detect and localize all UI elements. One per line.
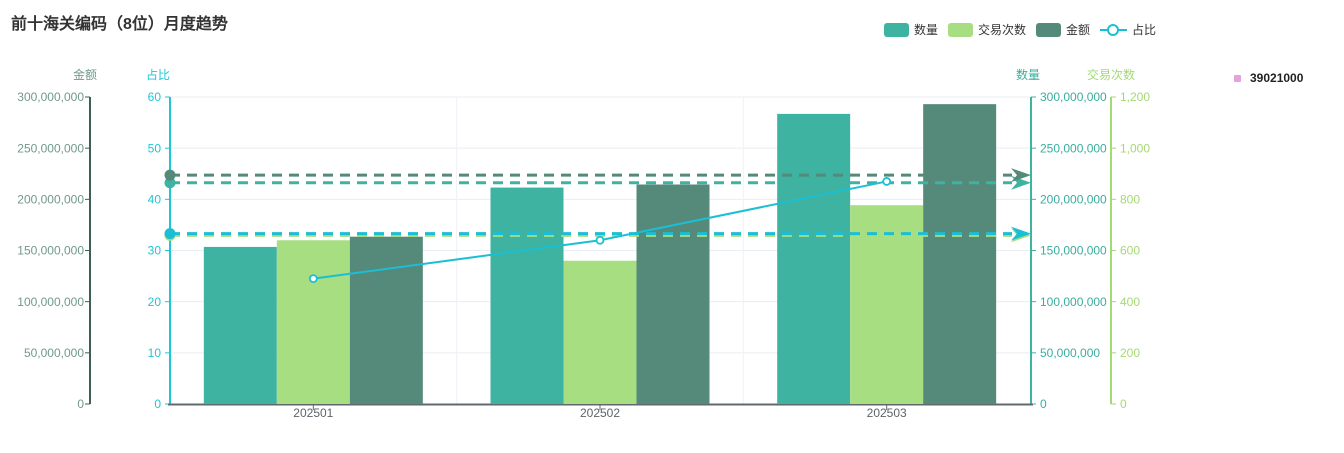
x-tick-label-202503: 202503	[867, 406, 907, 420]
txn-tick-label: 400	[1120, 295, 1140, 309]
bar-amount-202503[interactable]	[923, 104, 997, 404]
chart-legend: 数量 交易次数 金额 占比	[884, 21, 1156, 38]
ratio-line-point-202503[interactable]	[882, 177, 892, 186]
qty-tick-label: 200,000,000	[1040, 193, 1107, 207]
ratio-line-point-202502[interactable]	[595, 235, 605, 245]
qty-tick-label: 0	[1040, 397, 1047, 411]
bar-txn-202501[interactable]	[276, 240, 350, 404]
legend-item-transactions[interactable]: 交易次数	[948, 21, 1026, 38]
amount-tick-label: 300,000,000	[17, 90, 84, 104]
ratio-tick-label: 40	[148, 193, 162, 207]
quantity-swatch-icon	[884, 22, 909, 37]
qty-tick-label: 300,000,000	[1040, 90, 1107, 104]
markline-ratio-arrow-icon	[1011, 226, 1031, 241]
txn-tick-label: 200	[1120, 346, 1140, 360]
quantity-axis-title: 数量	[1016, 68, 1041, 82]
qty-tick-label: 50,000,000	[1040, 346, 1100, 360]
bar-amount-202502[interactable]	[636, 184, 710, 404]
amount-tick-label: 200,000,000	[17, 193, 84, 207]
markline-amount-arrow-icon	[1011, 168, 1031, 183]
txn-tick-label: 600	[1120, 244, 1140, 258]
ratio-tick-label: 60	[148, 90, 162, 104]
amount-tick-label: 250,000,000	[17, 141, 84, 155]
txn-tick-label: 0	[1120, 397, 1127, 411]
series-legend-39021000[interactable]: 39021000	[1234, 71, 1303, 85]
ratio-tick-label: 30	[148, 244, 162, 258]
legend-item-ratio[interactable]: 占比	[1100, 21, 1156, 38]
bar-qty-202503[interactable]	[777, 113, 851, 404]
amount-tick-label: 0	[77, 397, 84, 411]
hs-code-swatch-icon	[1234, 74, 1241, 82]
transactions-swatch-icon	[948, 22, 974, 37]
amount-axis-title: 金额	[73, 68, 98, 82]
ratio-tick-label: 50	[148, 141, 162, 155]
qty-tick-label: 150,000,000	[1040, 244, 1107, 258]
ratio-tick-label: 0	[154, 397, 161, 411]
amount-tick-label: 100,000,000	[17, 295, 84, 309]
legend-label: 交易次数	[978, 23, 1027, 37]
transactions-axis-title: 交易次数	[1087, 68, 1136, 82]
qty-tick-label: 250,000,000	[1040, 141, 1107, 155]
bar-qty-202501[interactable]	[203, 246, 277, 404]
bar-qty-202502[interactable]	[490, 187, 564, 404]
markline-qty-dot-icon	[164, 177, 176, 189]
legend-label: 金额	[1066, 23, 1091, 37]
ratio-tick-label: 20	[148, 295, 162, 309]
amount-swatch-icon	[1036, 22, 1062, 37]
markline-amount-dot-icon	[164, 169, 176, 181]
amount-tick-label: 150,000,000	[17, 244, 84, 258]
line-marker-icon	[1100, 23, 1128, 37]
x-tick-label-202502: 202502	[580, 406, 620, 420]
chart-title: 前十海关编码（8位）月度趋势	[11, 16, 228, 33]
legend-label: 数量	[914, 23, 939, 37]
bar-txn-202502[interactable]	[563, 260, 637, 404]
legend-label: 占比	[1132, 23, 1157, 37]
amount-tick-label: 50,000,000	[24, 346, 84, 360]
legend-item-quantity[interactable]: 数量	[884, 21, 938, 38]
markline-ratio-dot-icon	[164, 228, 176, 240]
hs-code-label: 39021000	[1250, 71, 1304, 85]
txn-tick-label: 1,000	[1120, 141, 1150, 155]
ratio-tick-label: 10	[148, 346, 162, 360]
qty-tick-label: 100,000,000	[1040, 295, 1107, 309]
bar-amount-202501[interactable]	[349, 236, 423, 404]
bar-txn-202503[interactable]	[850, 205, 924, 404]
x-tick-label-202501: 202501	[293, 406, 333, 420]
ratio-line-point-202501[interactable]	[308, 274, 318, 284]
txn-tick-label: 1,200	[1120, 90, 1150, 104]
txn-tick-label: 800	[1120, 193, 1140, 207]
ratio-axis-title: 占比	[146, 68, 171, 82]
legend-item-amount[interactable]: 金额	[1036, 21, 1090, 38]
